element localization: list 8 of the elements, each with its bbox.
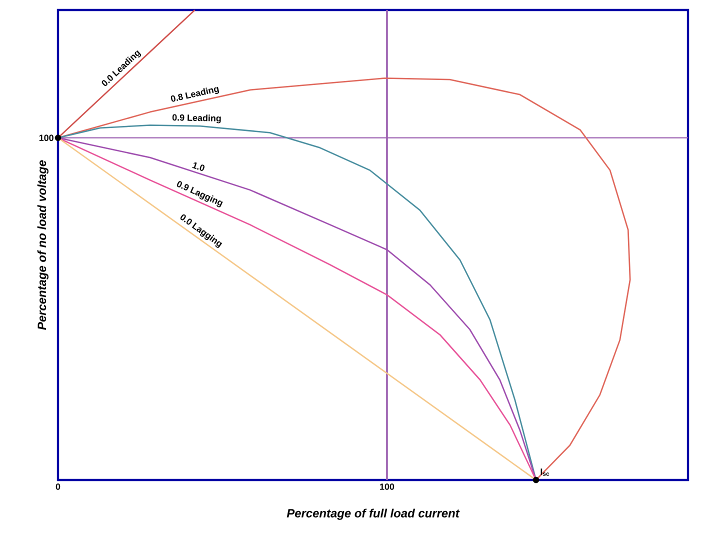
series-label: 0.9 Leading	[172, 114, 221, 124]
y-axis-title: Percentage of no load voltage	[37, 160, 48, 330]
text: 0.8 Leading	[170, 86, 220, 102]
x-tick-label: 0	[56, 484, 60, 490]
text: 1.0	[192, 162, 204, 171]
annotation: 100	[39, 134, 54, 142]
annotation: I$_{sc}$	[540, 468, 550, 476]
x-axis-title: Percentage of full load current	[286, 508, 460, 520]
